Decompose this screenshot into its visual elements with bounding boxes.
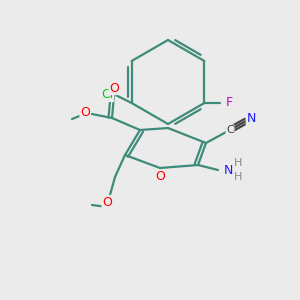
Text: N: N [223, 164, 233, 176]
Text: F: F [226, 97, 233, 110]
Text: H: H [234, 158, 242, 168]
Text: O: O [102, 196, 112, 208]
Text: N: N [246, 112, 256, 125]
Text: H: H [234, 172, 242, 182]
Text: O: O [155, 170, 165, 184]
Text: O: O [80, 106, 90, 118]
Text: Cl: Cl [101, 88, 114, 101]
Text: O: O [109, 82, 119, 94]
Text: C: C [226, 125, 234, 135]
